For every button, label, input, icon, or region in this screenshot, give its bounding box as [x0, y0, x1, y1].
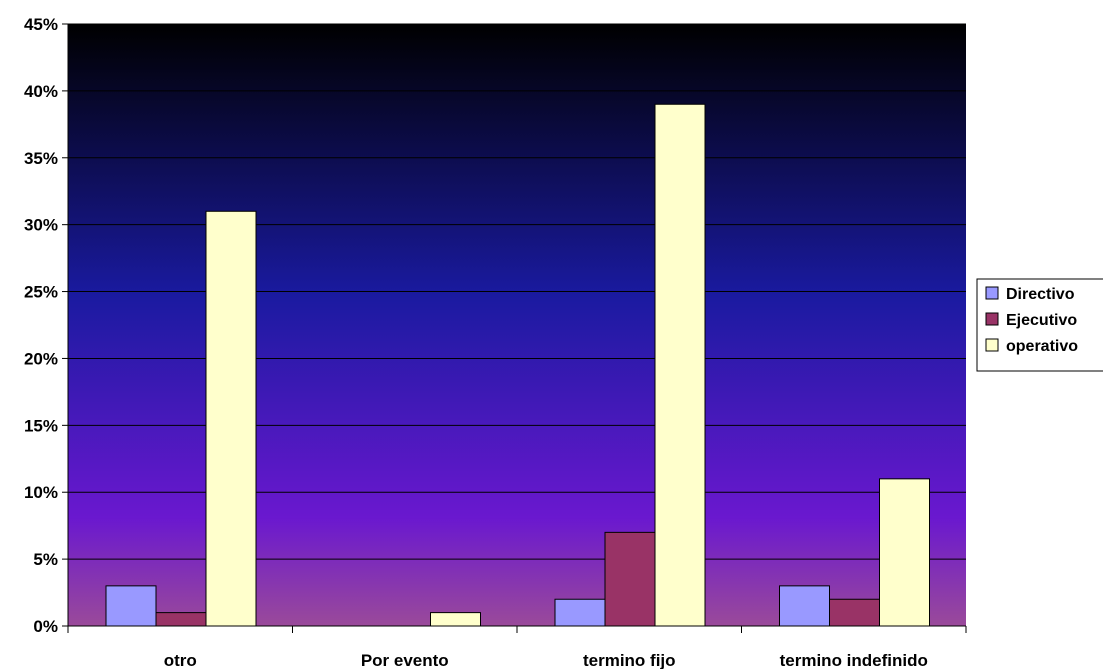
- x-category-label: otro: [164, 651, 197, 669]
- y-tick-label: 0%: [33, 617, 58, 636]
- y-tick-label: 30%: [24, 216, 58, 235]
- legend-swatch-directivo: [985, 286, 999, 300]
- bar-operativo-0: [205, 210, 257, 627]
- legend-label-ejecutivo: Ejecutivo: [1006, 312, 1077, 329]
- x-category-label: Por evento: [361, 651, 449, 669]
- bar-ejecutivo-3: [829, 598, 880, 627]
- bars: [105, 103, 930, 627]
- legend-swatch-operativo: [985, 338, 999, 352]
- x-category-label: termino fijo: [583, 651, 676, 669]
- y-tick-label: 35%: [24, 149, 58, 168]
- y-tick-label: 10%: [24, 483, 58, 502]
- y-tick-labels: 0% 5% 10% 15% 20% 25% 30% 35% 40% 45%: [24, 15, 58, 636]
- bar-operativo-3: [879, 478, 930, 627]
- bar-directivo-0: [105, 585, 157, 627]
- legend-swatch-ejecutivo: [985, 312, 999, 326]
- y-tick-label: 20%: [24, 349, 58, 368]
- y-tick-label: 45%: [24, 15, 58, 34]
- bar-directivo-2: [554, 598, 606, 627]
- x-category-label: termino indefinido: [780, 651, 928, 669]
- bar-ejecutivo-0: [155, 612, 207, 627]
- legend-label-directivo: Directivo: [1006, 286, 1075, 303]
- legend-label-operativo: operativo: [1006, 338, 1078, 355]
- bar-directivo-3: [779, 585, 830, 627]
- plot-area: [68, 24, 966, 626]
- y-tick-label: 5%: [33, 550, 58, 569]
- y-tick-label: 25%: [24, 283, 58, 302]
- y-tick-label: 15%: [24, 416, 58, 435]
- bar-operativo-1: [430, 612, 481, 627]
- y-tick-label: 40%: [24, 82, 58, 101]
- legend: Directivo Ejecutivo operativo: [976, 278, 1103, 372]
- x-category-labels: otro Por evento termino fijo termino indefi…: [164, 651, 928, 669]
- bar-ejecutivo-2: [604, 531, 656, 627]
- axes: [62, 23, 967, 633]
- bar-operativo-2: [654, 103, 706, 627]
